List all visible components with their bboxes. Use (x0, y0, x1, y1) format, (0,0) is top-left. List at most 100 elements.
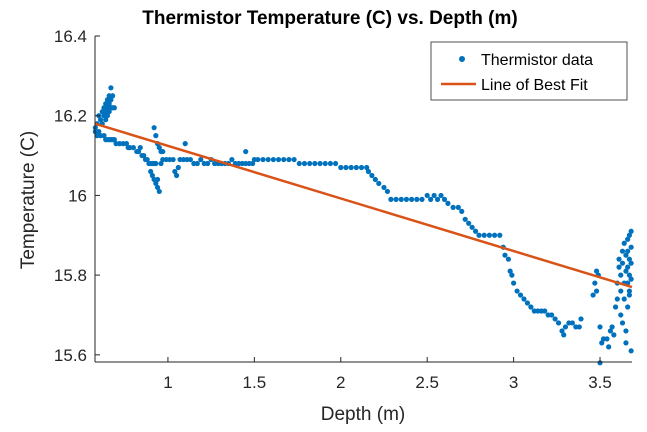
data-point (110, 93, 116, 99)
data-point (618, 312, 624, 318)
data-point (156, 188, 162, 195)
data-point (599, 340, 605, 346)
data-point (555, 320, 562, 326)
legend-box (430, 41, 628, 101)
data-point (96, 129, 102, 135)
data-point (626, 232, 633, 238)
data-point (144, 156, 150, 163)
x-tick-label: 1.5 (243, 373, 267, 392)
data-point (431, 192, 437, 199)
data-point (549, 312, 555, 318)
x-tick-label: 2.5 (415, 373, 439, 392)
y-tick-label: 15.6 (54, 346, 87, 365)
data-point (338, 164, 344, 171)
data-point (286, 156, 292, 163)
data-point (198, 156, 204, 163)
data-point (628, 260, 634, 266)
data-point (175, 164, 181, 171)
data-point (626, 256, 633, 262)
data-point (108, 85, 114, 91)
data-point (625, 236, 631, 242)
data-point (459, 208, 465, 214)
data-point (502, 252, 508, 258)
data-point (628, 276, 634, 282)
data-point (384, 188, 391, 195)
data-point (561, 332, 567, 338)
data-point (250, 160, 256, 167)
data-point (270, 156, 276, 163)
data-point (108, 97, 114, 103)
x-axis-label: Depth (m) (321, 404, 405, 425)
data-point (97, 117, 104, 123)
data-point (590, 292, 596, 298)
data-point (364, 164, 370, 171)
data-point (509, 272, 515, 278)
data-point (626, 288, 633, 294)
data-point (462, 216, 468, 222)
data-point (497, 232, 503, 238)
data-point (592, 280, 598, 286)
x-tick-label: 2 (336, 373, 345, 392)
data-point (481, 232, 487, 238)
data-point (414, 196, 420, 202)
data-point (476, 232, 482, 238)
data-point (623, 268, 629, 274)
y-tick-label: 16 (68, 186, 87, 205)
data-point (626, 292, 633, 298)
data-point (528, 304, 534, 310)
data-point (606, 344, 612, 350)
data-point (154, 184, 161, 191)
data-point (569, 320, 575, 326)
data-point (597, 324, 603, 330)
data-point (552, 316, 558, 322)
data-point (148, 168, 154, 175)
data-point (593, 288, 600, 294)
data-point (229, 156, 235, 163)
data-point (616, 264, 622, 270)
y-tick-label: 16.2 (54, 107, 87, 126)
data-point (521, 296, 527, 302)
data-point (491, 232, 498, 238)
data-point (260, 156, 266, 163)
legend: Thermistor data Line of Best Fit (430, 41, 628, 101)
data-point (151, 125, 157, 131)
data-point (619, 260, 626, 266)
data-point (517, 292, 524, 298)
data-point (616, 256, 622, 262)
data-point (111, 137, 117, 143)
data-point (607, 328, 613, 334)
data-point (381, 184, 387, 191)
data-point (153, 180, 159, 187)
data-point (628, 228, 634, 234)
data-point (101, 133, 107, 139)
chart-title: Thermistor Temperature (C) vs. Depth (m) (142, 8, 517, 29)
data-point (611, 332, 617, 338)
data-point (343, 164, 349, 171)
data-point (619, 248, 626, 254)
data-point (455, 204, 461, 210)
data-point (609, 324, 615, 330)
data-point (137, 144, 143, 151)
data-point (618, 272, 624, 278)
data-point (619, 320, 626, 326)
data-point (625, 264, 631, 270)
x-ticks: 1 1.5 2 2.5 3 3.5 (163, 357, 612, 392)
data-point (170, 156, 176, 163)
data-point (358, 164, 365, 171)
data-point (103, 117, 109, 123)
data-point (626, 272, 633, 278)
data-point (158, 160, 164, 167)
data-point (353, 164, 359, 171)
data-point (393, 196, 399, 202)
data-point (255, 156, 261, 163)
data-point (312, 160, 318, 167)
data-point (628, 244, 634, 250)
data-point (428, 196, 434, 202)
data-point (524, 300, 531, 306)
data-point (153, 133, 159, 139)
fit-line-group (94, 122, 633, 289)
data-point (173, 172, 180, 179)
data-point (438, 192, 444, 199)
data-point (559, 328, 565, 334)
data-point (205, 160, 211, 167)
